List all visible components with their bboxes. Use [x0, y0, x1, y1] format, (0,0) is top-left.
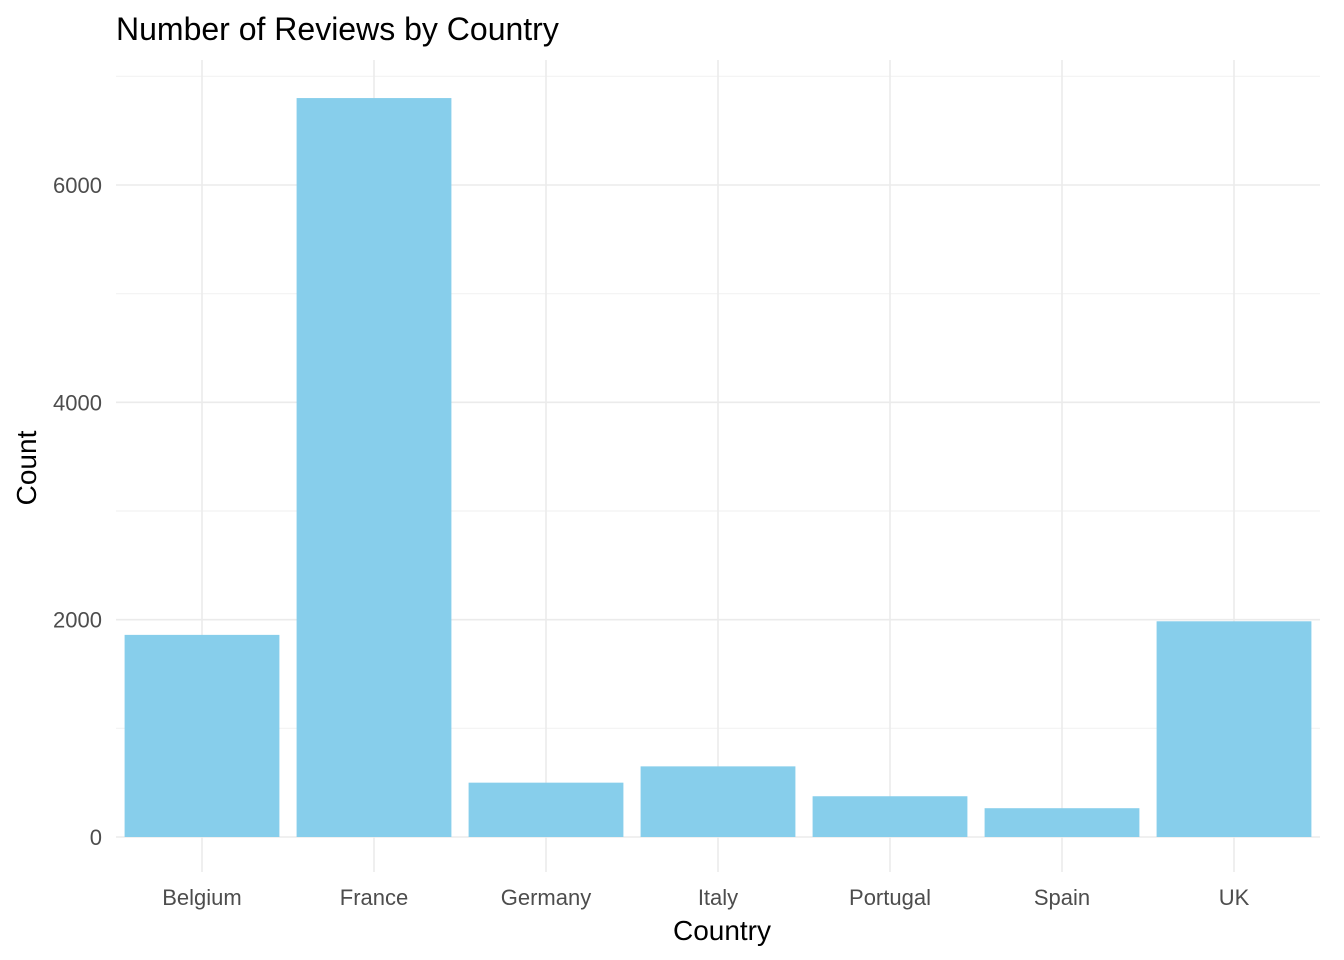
- x-tick-label: Belgium: [162, 885, 241, 910]
- bar-uk: [1156, 621, 1312, 837]
- y-tick-label: 4000: [53, 390, 102, 415]
- x-tick-label: Portugal: [849, 885, 931, 910]
- x-axis-title: Country: [673, 915, 771, 946]
- x-tick-label: France: [340, 885, 408, 910]
- bar-france: [296, 98, 452, 838]
- x-tick-label: Italy: [698, 885, 738, 910]
- chart-title: Number of Reviews by Country: [116, 11, 559, 47]
- bar-belgium: [124, 634, 280, 837]
- x-axis-ticks: Belgium France Germany Italy Portugal Spain UK: [162, 885, 1249, 910]
- x-tick-label: Spain: [1034, 885, 1090, 910]
- y-tick-label: 2000: [53, 608, 102, 633]
- y-tick-label: 6000: [53, 173, 102, 198]
- bar-portugal: [812, 796, 968, 837]
- bar-italy: [640, 766, 796, 837]
- y-axis-ticks: 0 2000 4000 6000: [53, 173, 102, 850]
- y-tick-label: 0: [90, 825, 102, 850]
- bar-spain: [984, 808, 1140, 837]
- x-tick-label: Germany: [501, 885, 591, 910]
- y-axis-title: Count: [11, 430, 42, 505]
- x-tick-label: UK: [1219, 885, 1250, 910]
- bars: [124, 98, 1312, 838]
- bar-germany: [468, 782, 624, 837]
